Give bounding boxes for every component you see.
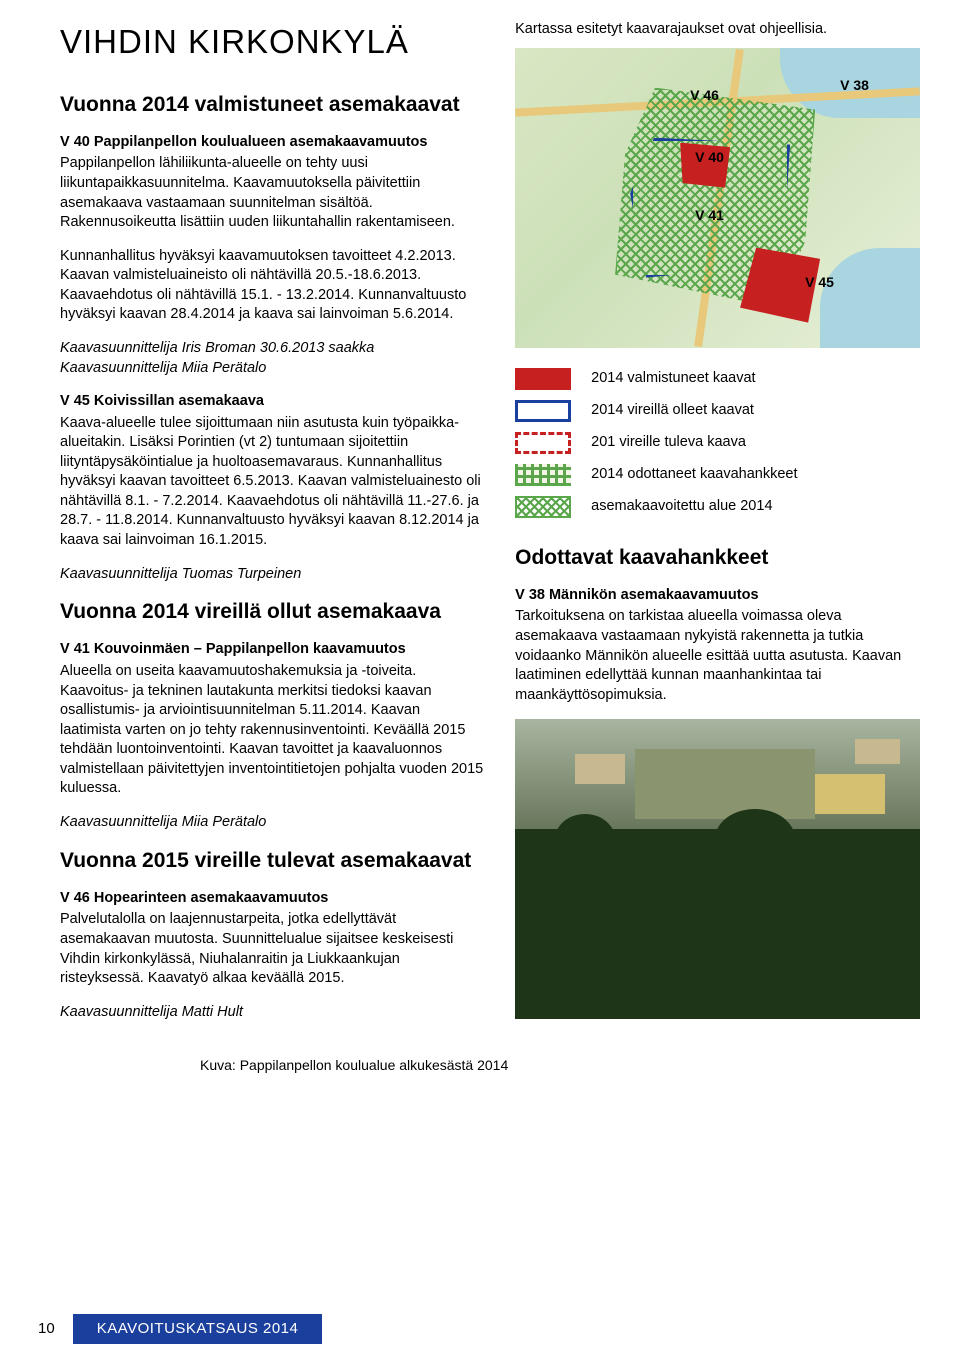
legend-item: 2014 vireillä olleet kaavat (515, 400, 920, 422)
v46-title: V 46 Hopearinteen asemakaavamuutos (60, 889, 485, 909)
legend-label: 201 vireille tuleva kaava (591, 433, 746, 453)
legend-item: 201 vireille tuleva kaava (515, 432, 920, 454)
credit-line: Kaavasuunnittelija Iris Broman 30.6.2013… (60, 339, 485, 359)
map-legend: 2014 valmistuneet kaavat 2014 vireillä o… (515, 368, 920, 518)
map-graphic: V 46 V 38 V 40 V 41 V 45 (515, 48, 920, 348)
v45-credit: Kaavasuunnittelija Tuomas Turpeinen (60, 565, 485, 585)
legend-label: 2014 odottaneet kaavahankkeet (591, 465, 797, 485)
photo-caption: Kuva: Pappilanpellon koulualue alkukesäs… (200, 1056, 960, 1075)
legend-swatch-hatched-green (515, 496, 571, 518)
v45-paragraph: Kaava-alueelle tulee sijoittumaan niin a… (60, 414, 485, 551)
footer-badge: KAAVOITUSKATSAUS 2014 (73, 1314, 323, 1344)
v40-paragraph-2: Kunnanhallitus hyväksyi kaavamuutoksen t… (60, 247, 485, 325)
section-heading-2014-pending: Vuonna 2014 vireillä ollut asemakaava (60, 598, 485, 626)
legend-label: 2014 vireillä olleet kaavat (591, 401, 754, 421)
section-heading-2015-upcoming: Vuonna 2015 vireille tulevat asemakaavat (60, 847, 485, 875)
v41-credit: Kaavasuunnittelija Miia Perätalo (60, 813, 485, 833)
legend-label: 2014 valmistuneet kaavat (591, 369, 755, 389)
page-title: VIHDIN KIRKONKYLÄ (60, 20, 485, 65)
v41-title: V 41 Kouvoinmäen – Pappilanpellon kaavam… (60, 640, 485, 660)
map-label-v38: V 38 (840, 76, 869, 95)
aerial-photo (515, 719, 920, 1019)
section-heading-waiting: Odottavat kaavahankkeet (515, 544, 920, 572)
page-footer: 10 KAAVOITUSKATSAUS 2014 (38, 1314, 322, 1344)
v46-paragraph: Palvelutalolla on laajennustarpeita, jot… (60, 910, 485, 988)
v45-title: V 45 Koivissillan asemakaava (60, 392, 485, 412)
legend-swatch-dashed-red (515, 432, 571, 454)
legend-swatch-blue-outline (515, 400, 571, 422)
v38-title: V 38 Männikön asemakaavamuutos (515, 586, 920, 606)
v46-credit: Kaavasuunnittelija Matti Hult (60, 1003, 485, 1023)
legend-item: asemakaavoitettu alue 2014 (515, 496, 920, 518)
section-heading-2014-completed: Vuonna 2014 valmistuneet asemakaavat (60, 91, 485, 119)
credit-line: Kaavasuunnittelija Miia Perätalo (60, 359, 485, 379)
v40-title: V 40 Pappilanpellon koulualueen asemakaa… (60, 133, 485, 153)
map-label-v40: V 40 (695, 148, 724, 167)
legend-item: 2014 valmistuneet kaavat (515, 368, 920, 390)
right-column: Kartassa esitetyt kaavarajaukset ovat oh… (515, 20, 920, 1036)
map-caption: Kartassa esitetyt kaavarajaukset ovat oh… (515, 20, 920, 40)
legend-swatch-dotted-green (515, 464, 571, 486)
legend-label: asemakaavoitettu alue 2014 (591, 497, 772, 517)
v40-paragraph-1: Pappilanpellon lähiliikunta-alueelle on … (60, 154, 485, 232)
page-number: 10 (38, 1319, 55, 1339)
map-label-v46: V 46 (690, 86, 719, 105)
map-label-v41: V 41 (695, 206, 724, 225)
v38-paragraph: Tarkoituksena on tarkistaa alueella voim… (515, 607, 920, 705)
left-column: VIHDIN KIRKONKYLÄ Vuonna 2014 valmistune… (60, 20, 485, 1036)
v41-paragraph: Alueella on useita kaavamuutoshakemuksia… (60, 662, 485, 799)
map-label-v45: V 45 (805, 273, 834, 292)
legend-swatch-red (515, 368, 571, 390)
legend-item: 2014 odottaneet kaavahankkeet (515, 464, 920, 486)
v40-credit: Kaavasuunnittelija Iris Broman 30.6.2013… (60, 339, 485, 378)
